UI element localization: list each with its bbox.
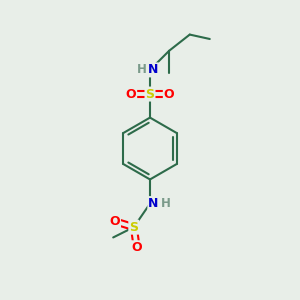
Text: O: O [164,88,175,100]
Text: O: O [110,215,120,228]
Text: O: O [131,241,142,254]
Text: N: N [148,63,158,76]
Text: H: H [137,63,147,76]
Text: N: N [148,197,159,210]
Text: S: S [129,220,138,234]
Text: H: H [161,197,171,210]
Text: S: S [146,88,154,100]
Text: O: O [125,88,136,100]
